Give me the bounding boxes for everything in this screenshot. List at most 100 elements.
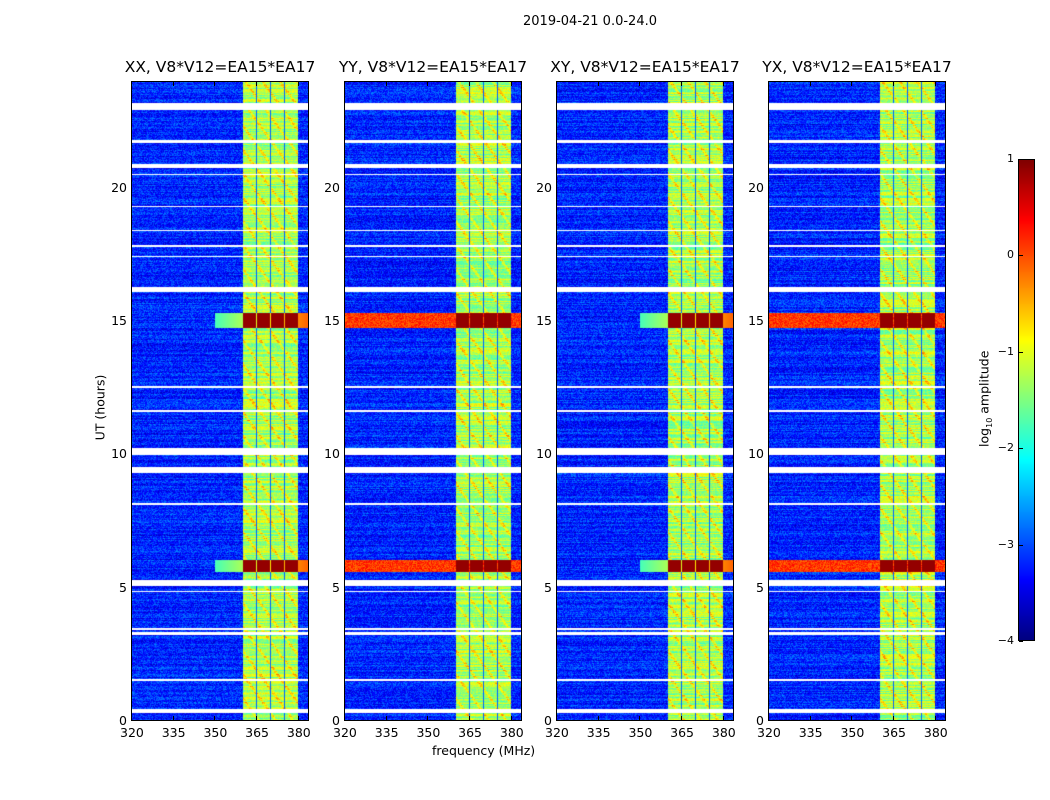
y-tick-label: 0 <box>756 713 764 728</box>
x-tick-mark <box>681 716 683 721</box>
spectrogram-image <box>769 82 945 720</box>
x-tick-mark <box>510 716 512 721</box>
y-tick-label: 15 <box>324 313 340 328</box>
colorbar-tick-label: 1 <box>1007 152 1014 165</box>
spectrogram-image <box>345 82 521 720</box>
x-tick-mark <box>809 716 811 721</box>
y-tick-label: 20 <box>748 179 764 195</box>
x-tick-mark <box>427 716 429 721</box>
colorbar-tick-mark <box>1019 641 1023 642</box>
x-tick-label: 350 <box>416 725 441 740</box>
x-tick-mark <box>597 716 599 721</box>
colorbar-label-suffix: amplitude <box>976 350 992 418</box>
x-tick-mark <box>934 716 936 721</box>
x-tick-mark <box>639 81 641 86</box>
y-tick-label: 5 <box>544 579 552 595</box>
x-tick-mark <box>427 81 429 86</box>
x-tick-mark <box>469 716 471 721</box>
panel-title: YY, V8*V12=EA15*EA17 <box>338 58 528 76</box>
x-tick-mark <box>469 81 471 86</box>
y-tick-label: 10 <box>111 446 127 462</box>
colorbar-tick-label: 0 <box>1007 248 1014 262</box>
x-tick-label: 335 <box>586 725 611 740</box>
x-tick-label: 350 <box>628 725 653 740</box>
y-tick-label: 15 <box>111 313 127 328</box>
y-tick-label: 5 <box>332 579 340 595</box>
y-tick-label: 0 <box>332 713 340 728</box>
colorbar-gradient <box>1019 160 1034 640</box>
x-tick-mark <box>131 81 132 86</box>
x-tick-mark <box>809 81 811 86</box>
panel-title: XY, V8*V12=EA15*EA17 <box>550 58 740 76</box>
x-tick-mark <box>851 81 853 86</box>
colorbar-tick-mark <box>1019 159 1023 160</box>
y-tick-label: 10 <box>324 446 340 462</box>
x-tick-mark <box>722 716 724 721</box>
colorbar-tick-label: −2 <box>997 441 1014 455</box>
colorbar-tick-mark <box>1019 544 1023 546</box>
x-tick-mark <box>214 81 216 86</box>
spectrogram-image <box>132 82 308 720</box>
x-tick-mark <box>172 81 174 86</box>
spectrogram-panel <box>344 81 522 721</box>
y-axis-label: UT (hours) <box>92 374 108 441</box>
x-tick-label: 350 <box>203 725 228 740</box>
x-tick-mark <box>768 81 769 86</box>
y-tick-label: 20 <box>111 179 127 195</box>
x-tick-label: 365 <box>458 725 483 740</box>
colorbar-tick-mark <box>1019 448 1023 450</box>
panel-title: YX, V8*V12=EA15*EA17 <box>762 58 952 76</box>
x-tick-label: 350 <box>840 725 865 740</box>
x-tick-label: 365 <box>882 725 907 740</box>
x-tick-mark <box>768 716 769 721</box>
x-tick-label: 320 <box>120 725 144 740</box>
y-tick-label: 15 <box>536 313 552 328</box>
x-tick-label: 380 <box>923 725 948 740</box>
x-tick-mark <box>556 716 557 721</box>
x-tick-mark <box>256 716 258 721</box>
colorbar-tick-label: −1 <box>997 344 1014 358</box>
x-tick-mark <box>344 716 345 721</box>
spectrogram-panel <box>556 81 734 721</box>
x-tick-label: 320 <box>545 725 569 740</box>
x-tick-mark <box>385 716 387 721</box>
y-tick-label: 20 <box>536 179 552 195</box>
x-tick-label: 380 <box>286 725 311 740</box>
x-tick-label: 365 <box>245 725 270 740</box>
x-tick-mark <box>297 81 299 86</box>
spectrogram-panel <box>131 81 309 721</box>
y-tick-label: 10 <box>748 446 764 462</box>
colorbar-tick-label: −4 <box>997 634 1014 647</box>
x-axis-label: frequency (MHz) <box>432 743 536 758</box>
y-tick-label: 5 <box>756 579 764 595</box>
x-tick-label: 335 <box>374 725 399 740</box>
x-tick-mark <box>893 81 895 86</box>
spectrogram-image <box>557 82 733 720</box>
colorbar-tick-mark <box>1019 255 1023 257</box>
figure-suptitle: 2019-04-21 0.0-24.0 <box>523 14 657 29</box>
y-tick-label: 5 <box>119 579 127 595</box>
y-tick-label: 15 <box>748 313 764 328</box>
x-tick-label: 335 <box>161 725 186 740</box>
x-tick-mark <box>510 81 512 86</box>
x-tick-mark <box>722 81 724 86</box>
x-tick-mark <box>851 716 853 721</box>
x-tick-label: 320 <box>333 725 357 740</box>
colorbar-tick-mark <box>1019 351 1023 353</box>
x-tick-mark <box>297 716 299 721</box>
y-tick-label: 0 <box>119 713 127 728</box>
x-tick-mark <box>597 81 599 86</box>
colorbar-label-sub: 10 <box>984 417 994 428</box>
x-tick-mark <box>893 716 895 721</box>
x-tick-label: 380 <box>711 725 736 740</box>
x-tick-label: 380 <box>499 725 524 740</box>
colorbar-label: log10 amplitude <box>976 344 994 454</box>
x-tick-mark <box>681 81 683 86</box>
spectrogram-panel <box>768 81 946 721</box>
x-tick-label: 335 <box>798 725 823 740</box>
y-tick-label: 0 <box>544 713 552 728</box>
x-tick-mark <box>639 716 641 721</box>
x-tick-mark <box>934 81 936 86</box>
x-tick-mark <box>131 716 132 721</box>
